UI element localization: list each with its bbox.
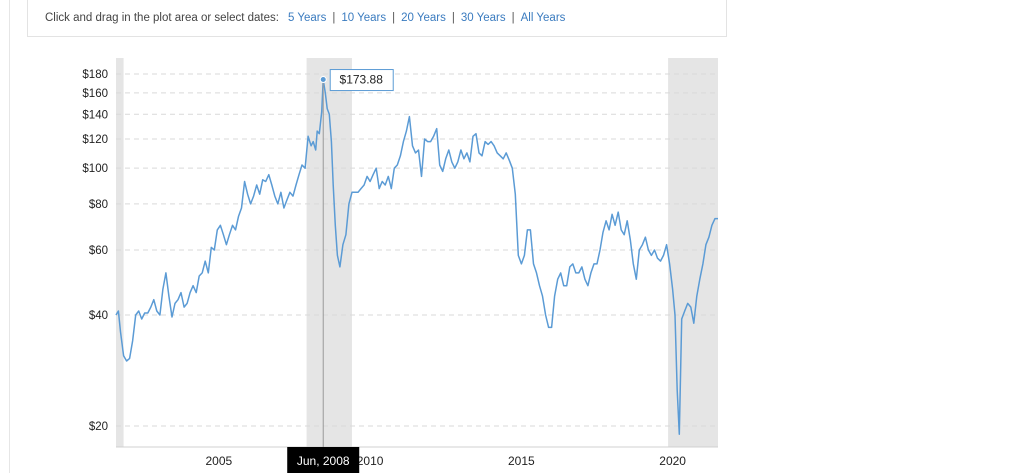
range-20-years-link[interactable]: 20 Years xyxy=(401,12,446,24)
y-tick-label: $40 xyxy=(89,310,108,322)
date-tooltip-text: Jun, 2008 xyxy=(297,454,350,468)
separator: | xyxy=(332,12,336,24)
x-axis: 2005 2010 2015 2020 xyxy=(116,446,718,468)
y-tick-label: $100 xyxy=(82,163,108,175)
y-tick-label: $180 xyxy=(82,69,108,81)
separator: | xyxy=(511,12,515,24)
recession-bands xyxy=(116,58,718,447)
price-series xyxy=(115,78,718,435)
y-tick-label: $120 xyxy=(82,134,108,146)
separator: | xyxy=(451,12,455,24)
range-prompt: Click and drag in the plot area or selec… xyxy=(45,12,279,24)
range-all-years-link[interactable]: All Years xyxy=(520,12,566,24)
range-5-years-link[interactable]: 5 Years xyxy=(287,12,327,24)
recession-band xyxy=(668,58,718,447)
range-30-years-link[interactable]: 30 Years xyxy=(460,12,506,24)
range-10-years-link[interactable]: 10 Years xyxy=(341,12,387,24)
y-tick-label: $80 xyxy=(89,199,108,211)
y-tick-label: $60 xyxy=(89,245,108,257)
price-line xyxy=(115,78,718,435)
separator: | xyxy=(392,12,396,24)
y-axis-ticks: $180 $160 $140 $120 $100 $80 $60 $40 $20 xyxy=(82,69,108,433)
value-tooltip-text: $173.88 xyxy=(340,73,384,87)
value-tooltip-box xyxy=(329,69,394,92)
y-tick-label: $20 xyxy=(89,421,108,433)
hover-overlay: $173.88 Jun, 2008 xyxy=(287,69,394,473)
date-tooltip-box xyxy=(287,447,360,473)
page-left-rule xyxy=(9,0,10,473)
x-tick-label: 2015 xyxy=(508,454,535,468)
y-tick-label: $160 xyxy=(82,88,108,100)
gridlines xyxy=(116,73,718,427)
y-tick-label: $140 xyxy=(82,109,108,121)
date-range-toolbar: Click and drag in the plot area or selec… xyxy=(27,0,727,37)
x-tick-label: 2005 xyxy=(206,454,233,468)
x-tick-label: 2020 xyxy=(659,454,686,468)
x-tick-label: 2010 xyxy=(357,454,384,468)
recession-band xyxy=(116,58,124,447)
hover-marker xyxy=(319,76,327,84)
